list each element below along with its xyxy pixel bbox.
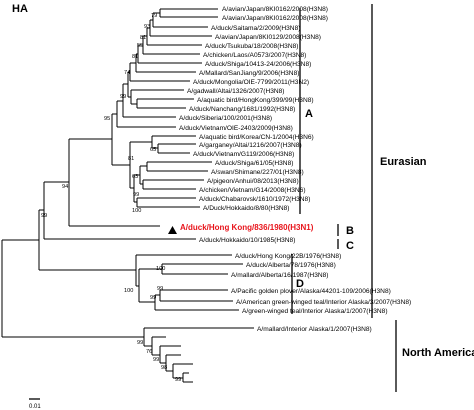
branch	[135, 254, 232, 287]
clade-c-label: C	[346, 240, 354, 252]
leaf-label: A/avian/Japan/8KI0162/2008(H3N8)	[222, 15, 328, 22]
leaf-label: A/duck/Hong Kong/22B/1976(H3N8)	[235, 253, 341, 260]
clade-b-label: B	[346, 225, 354, 237]
leaf-label: A/green-winged teal/Interior Alaska/1/20…	[242, 308, 388, 315]
branch	[142, 179, 204, 190]
bootstrap-value: 100	[156, 266, 165, 272]
bootstrap-value: 93	[144, 24, 150, 30]
branch	[38, 209, 136, 271]
branch	[116, 100, 176, 128]
leaf-label: A/duck/Saitama/2/2009(H3N8)	[211, 25, 300, 32]
branch	[159, 8, 218, 18]
bootstrap-value: 55	[137, 43, 143, 49]
leaf-label: A/duck/Hokkaido/10/1985(H3N8)	[199, 237, 295, 244]
leaf-label: A/duck/Tsukuba/18/2008(H3N8)	[205, 43, 298, 50]
branch	[136, 98, 194, 109]
scale-bar-label: 0.01	[29, 404, 41, 410]
leaf-label: A/gadwall/Altai/1326/2007(H3N8)	[187, 88, 285, 95]
bootstrap-value: 100	[132, 208, 141, 214]
region-brackets: Eurasian North American	[371, 4, 474, 392]
leaf-label: A/duck/Alberta/78/1976(H3N8)	[246, 262, 336, 269]
leaf-labels: A/avian/Japan/8KI0162/2008(H3N8) A/avian…	[179, 6, 411, 333]
bootstrap-value: 79	[151, 13, 157, 19]
leaf-label: A/duck/Siberia/100/2001(H3N8)	[179, 115, 272, 122]
branch	[182, 372, 193, 383]
leaf-label: A/duck/Shiga/61/05(H3N8)	[215, 160, 293, 167]
branch	[157, 143, 196, 154]
leaf-label: A/Pacific golden plover/Alaska/44201-109…	[231, 288, 391, 295]
branch	[130, 89, 184, 105]
eurasian-label: Eurasian	[380, 156, 427, 168]
leaf-label: A/mallard/Interior Alaska/1/2007(H3N8)	[257, 326, 372, 333]
bootstrap-value: 99	[175, 377, 181, 383]
leaf-label: A/Mallard/SanJiang/9/2006(H3N8)	[199, 70, 299, 77]
bootstrap-value: 81	[140, 35, 146, 41]
leaf-label: A/duck/Chabarovsk/1610/1972(H3N8)	[199, 196, 310, 203]
clade-d-label: D	[296, 278, 304, 290]
branch	[149, 19, 212, 37]
bootstrap-value: 76	[146, 349, 152, 355]
leaf-label-highlighted: A/duck/Hong Kong/836/1980(H3N1)	[180, 223, 314, 232]
scale-bar: 0.01	[29, 398, 41, 410]
bootstrap-value: 99	[133, 192, 139, 198]
bootstrap-value: 95	[104, 116, 110, 122]
leaf-label: A/avian/Japan/8KI0129/2008(H3N8)	[215, 34, 321, 41]
leaf-label: A/mallard/Alberta/16/1987(H3N8)	[231, 272, 329, 279]
bootstrap-value: 100	[124, 288, 133, 294]
leaf-label: A/duck/Vietnam/OIE-2403/2009(H3N8)	[179, 125, 293, 132]
bootstrap-value: 65	[150, 147, 156, 153]
bootstrap-value: 74	[124, 70, 130, 76]
branch	[152, 12, 208, 28]
north-american-label: North American	[402, 347, 474, 359]
leaf-label: A/duck/Nanchang/1681/1992(H3N8)	[189, 106, 295, 113]
tree-branches	[1, 8, 254, 383]
bootstrap-value: 99	[120, 94, 126, 100]
leaf-label: A/chicken/Laos/A0573/2007(H3N8)	[203, 52, 306, 59]
leaf-label: A/chicken/Vietnam/G14/2008(H3N6)	[199, 187, 306, 194]
branch	[136, 197, 200, 208]
panel-title: HA	[12, 3, 28, 15]
black-triangle-icon	[168, 226, 177, 234]
bootstrap-value: 99	[137, 340, 143, 346]
leaf-label: A/duck/Shiga/10413-24/2006(H3N8)	[205, 61, 311, 68]
leaf-label: A/swan/Shimane/227/01(H3N8)	[211, 169, 304, 176]
leaf-label: A/duck/Vietnam/G119/2006(H3N8)	[193, 151, 294, 158]
leaf-label: A/garganey/Altai/1216/2007(H3N8)	[199, 142, 302, 149]
branch	[1, 239, 144, 338]
bootstrap-value: 94	[62, 184, 68, 190]
bootstrap-values: 79 93 81 55 81 74 99 95 94 99 65 81 63 9…	[41, 13, 181, 383]
clade-brackets: A B C D	[291, 8, 354, 314]
bootstrap-value: 99	[150, 295, 156, 301]
leaf-label: A/avian/Japan/8KI0162/2008(H3N8)	[222, 6, 328, 13]
branch	[68, 138, 160, 227]
leaf-label: A/aquatic bird/Korea/CN-1/2004(H3N6)	[199, 134, 314, 141]
bootstrap-value: 81	[128, 156, 134, 162]
branch	[146, 161, 212, 172]
bootstrap-value: 81	[132, 54, 138, 60]
branch	[129, 141, 152, 189]
leaf-label: A/American green-winged teal/Interior Al…	[236, 299, 411, 306]
bootstrap-value: 99	[153, 357, 159, 363]
bootstrap-value: 63	[132, 174, 138, 180]
branch	[159, 289, 233, 302]
leaf-label: A/Duck/Hokkaido/8/80(H3N8)	[203, 205, 290, 212]
bootstrap-value: 99	[41, 213, 47, 219]
leaf-label: A/aquatic bird/HongKong/399/99(H3N8)	[197, 97, 314, 104]
bootstrap-value: 98	[161, 365, 167, 371]
branch	[151, 135, 196, 149]
bootstrap-value: 99	[157, 286, 163, 292]
leaf-label: A/duck/Mongolia/OIE-7799/2011(H3N2)	[193, 79, 309, 86]
clade-a-label: A	[305, 108, 313, 120]
branch	[154, 294, 239, 311]
leaf-label: A/pigeon/Anhui/08/2013(H3N8)	[207, 178, 299, 185]
